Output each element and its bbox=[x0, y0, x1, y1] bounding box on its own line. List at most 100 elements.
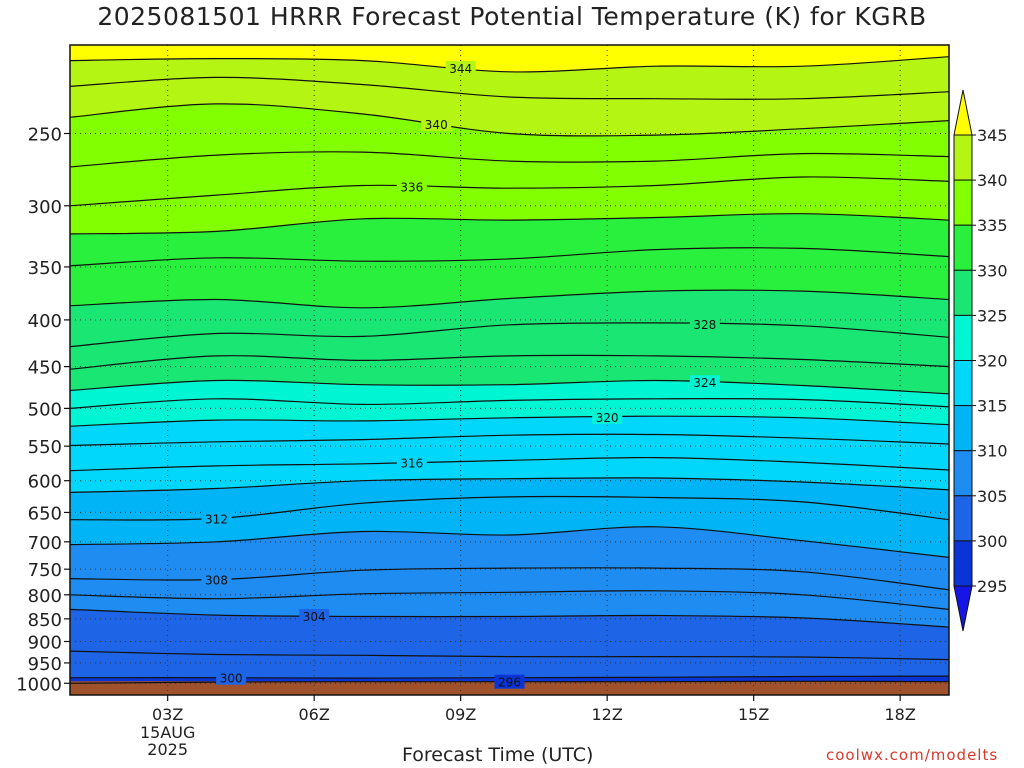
colorbar-arrow-max bbox=[953, 89, 973, 136]
x-tick-label-18Z: 18Z bbox=[885, 705, 916, 724]
x-tick-label-09Z: 09Z bbox=[445, 705, 476, 724]
y-tick-label-850: 850 bbox=[28, 610, 62, 631]
contour-label-bg-312 bbox=[201, 511, 232, 526]
contour-label-300: 300 bbox=[220, 672, 243, 686]
colorbar-label-340: 340 bbox=[977, 171, 1008, 190]
y-tick-label-600: 600 bbox=[28, 472, 62, 493]
x-tick-label-03Z: 03Z bbox=[152, 705, 183, 724]
contour-label-324: 324 bbox=[693, 376, 716, 390]
x-tick-label-12Z: 12Z bbox=[592, 705, 623, 724]
contour-326 bbox=[70, 354, 949, 370]
contour-label-bg-304 bbox=[299, 609, 330, 624]
x-axis-title: Forecast Time (UTC) bbox=[402, 744, 594, 766]
y-axis: 2503003504004505005506006507007508008509… bbox=[16, 124, 70, 695]
colorbar-segment-320 bbox=[953, 314, 973, 361]
theta-band-344 bbox=[70, 45, 949, 72]
colorbar-segment-295 bbox=[953, 540, 973, 587]
colorbar-label-300: 300 bbox=[977, 532, 1008, 551]
contour-label-bg-336 bbox=[396, 179, 427, 194]
y-tick-label-350: 350 bbox=[28, 258, 62, 279]
colorbar-label-320: 320 bbox=[977, 352, 1008, 371]
x-tick-sublabel-0: 15AUG bbox=[140, 723, 195, 742]
y-tick-label-500: 500 bbox=[28, 399, 62, 420]
theta-fill-layer bbox=[70, 45, 949, 695]
contour-342 bbox=[70, 76, 949, 100]
contour-320 bbox=[70, 415, 949, 427]
contour-label-316: 316 bbox=[400, 457, 423, 471]
contour-322 bbox=[70, 397, 949, 409]
contour-316 bbox=[70, 456, 949, 472]
contour-338 bbox=[70, 151, 949, 168]
contour-label-308: 308 bbox=[205, 574, 228, 588]
contour-label-bg-340 bbox=[421, 116, 452, 131]
contour-310 bbox=[70, 526, 949, 558]
chart-title: 2025081501 HRRR Forecast Potential Tempe… bbox=[97, 2, 927, 31]
contour-306 bbox=[70, 590, 949, 610]
source-credit: coolwx.com/modelts bbox=[826, 746, 999, 764]
contour-label-bg-328 bbox=[689, 316, 720, 331]
contour-302 bbox=[70, 650, 949, 661]
y-tick-label-550: 550 bbox=[28, 437, 62, 458]
contour-label-312: 312 bbox=[205, 512, 228, 526]
contour-330 bbox=[70, 289, 949, 309]
y-tick-label-750: 750 bbox=[28, 560, 62, 581]
y-tick-label-400: 400 bbox=[28, 311, 62, 332]
contour-line-layer bbox=[70, 56, 949, 684]
y-tick-label-700: 700 bbox=[28, 533, 62, 554]
contour-label-340: 340 bbox=[425, 118, 448, 132]
contour-label-bg-296 bbox=[494, 674, 525, 689]
y-tick-label-650: 650 bbox=[28, 503, 62, 524]
contour-label-304: 304 bbox=[303, 610, 326, 624]
contour-label-bg-308 bbox=[201, 572, 232, 587]
contour-304 bbox=[70, 608, 949, 628]
y-tick-label-950: 950 bbox=[28, 654, 62, 675]
colorbar-label-305: 305 bbox=[977, 487, 1008, 506]
colorbar-segment-300 bbox=[953, 495, 973, 542]
contour-label-bg-344 bbox=[445, 61, 476, 76]
contour-318 bbox=[70, 433, 949, 447]
colorbar-label-330: 330 bbox=[977, 261, 1008, 280]
colorbar: 345 340 335 330 325 320 315 310 305 300 295 bbox=[953, 89, 1008, 632]
colorbar-segment-330 bbox=[953, 224, 973, 271]
contour-344 bbox=[70, 56, 949, 73]
contour-label-bg-316 bbox=[396, 455, 427, 470]
contour-label-320: 320 bbox=[596, 411, 619, 425]
colorbar-segment-340 bbox=[953, 134, 973, 181]
contour-314 bbox=[70, 477, 949, 493]
x-tick-label-15Z: 15Z bbox=[738, 705, 769, 724]
colorbar-label-295: 295 bbox=[977, 577, 1008, 596]
contour-332 bbox=[70, 247, 949, 267]
y-tick-label-250: 250 bbox=[28, 124, 62, 145]
x-tick-label-06Z: 06Z bbox=[299, 705, 330, 724]
colorbar-label-335: 335 bbox=[977, 216, 1008, 235]
contour-label-336: 336 bbox=[400, 180, 423, 194]
contour-label-layer: 296 300 304 308 312 316 320 324 328 336 340 344 bbox=[201, 61, 720, 690]
contour-340 bbox=[70, 103, 949, 137]
contour-336 bbox=[70, 176, 949, 207]
colorbar-label-325: 325 bbox=[977, 306, 1008, 325]
y-tick-label-900: 900 bbox=[28, 632, 62, 653]
y-tick-label-1000: 1000 bbox=[16, 674, 62, 695]
y-tick-label-450: 450 bbox=[28, 358, 62, 379]
contour-label-344: 344 bbox=[449, 62, 472, 76]
contour-label-bg-300 bbox=[216, 670, 247, 685]
colorbar-segment-315 bbox=[953, 360, 973, 407]
x-tick-sublabel-1: 2025 bbox=[147, 740, 188, 759]
grid-layer bbox=[70, 45, 949, 695]
contour-label-bg-320 bbox=[592, 409, 623, 424]
contour-label-328: 328 bbox=[693, 318, 716, 332]
y-tick-label-800: 800 bbox=[28, 586, 62, 607]
contour-334 bbox=[70, 213, 949, 235]
colorbar-label-310: 310 bbox=[977, 442, 1008, 461]
colorbar-segment-325 bbox=[953, 269, 973, 316]
contour-328 bbox=[70, 322, 949, 348]
colorbar-label-345: 345 bbox=[977, 126, 1008, 145]
colorbar-arrow-min bbox=[953, 585, 973, 632]
contour-324 bbox=[70, 379, 949, 395]
colorbar-label-315: 315 bbox=[977, 397, 1008, 416]
y-tick-label-300: 300 bbox=[28, 197, 62, 218]
contour-label-bg-324 bbox=[689, 375, 720, 390]
colorbar-segment-310 bbox=[953, 405, 973, 452]
